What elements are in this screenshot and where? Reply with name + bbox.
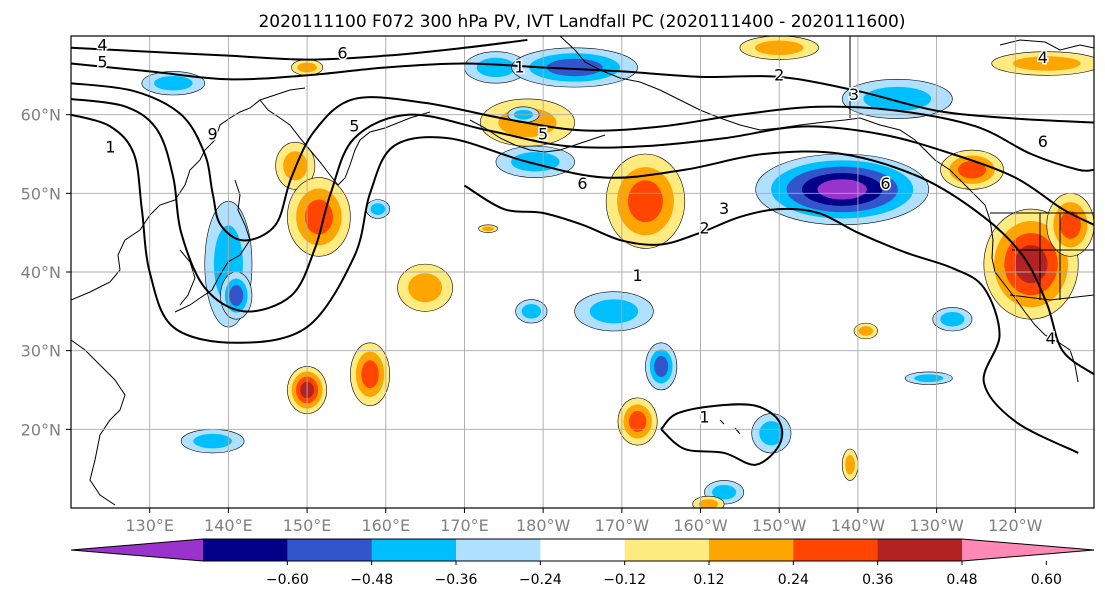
ivt-anomaly-blob: [606, 154, 685, 248]
longitude-tick-label: 120°W: [988, 516, 1043, 535]
contour-label: 5: [349, 116, 359, 135]
colorbar-tick-label: −0.48: [350, 572, 393, 588]
contour-label: 3: [849, 85, 859, 104]
longitude-tick-label: 180°W: [516, 516, 571, 535]
ivt-level-fill: [305, 199, 333, 234]
latitude-tick-label: 40°N: [21, 263, 61, 282]
ivt-anomaly-blob: [398, 264, 453, 311]
ivt-level-fill: [628, 180, 663, 222]
latitude-tick-label: 60°N: [21, 106, 61, 125]
contour-label: 1: [699, 408, 709, 427]
colorbar-segment: [456, 539, 541, 561]
ivt-anomaly-blob: [842, 449, 858, 480]
ivt-level-fill: [1060, 211, 1081, 239]
figure-title: 2020111100 F072 300 hPa PV, IVT Landfall…: [258, 12, 905, 32]
longitude-tick-label: 160°E: [361, 516, 410, 535]
longitude-tick-label: 140°E: [204, 516, 253, 535]
colorbar-tick-label: −0.36: [435, 572, 478, 588]
ivt-level-fill: [371, 203, 386, 215]
colorbar-tick-label: 0.36: [862, 572, 893, 588]
longitude-tick-label: 170°E: [440, 516, 489, 535]
contour-label: 6: [577, 174, 587, 193]
contour-label: 5: [97, 53, 107, 72]
ivt-level-fill: [408, 273, 442, 302]
contour-label: 1: [514, 57, 524, 76]
ivt-level-fill: [193, 434, 232, 449]
latitude-tick-label: 50°N: [21, 184, 61, 203]
ivt-level-fill: [229, 285, 243, 306]
ivt-anomaly-blob: [752, 414, 791, 453]
longitude-tick-labels: 130°E 140°E 150°E 160°E 170°E 180°W 170°W 160°W…: [125, 508, 1042, 535]
ivt-anomaly-blob: [516, 300, 547, 324]
longitude-tick-label: 150°E: [283, 516, 332, 535]
colorbar-segment: [625, 539, 710, 561]
ivt-anomaly-blob: [350, 343, 389, 406]
longitude-tick-label: 170°W: [595, 516, 650, 535]
colorbar-segment: [372, 539, 457, 561]
colorbar-tick-label: 0.60: [1031, 572, 1062, 588]
colorbar-segment: [878, 539, 963, 561]
ivt-level-fill: [522, 304, 541, 319]
colorbar-segment: [709, 539, 794, 561]
colorbar-segment: [203, 539, 288, 561]
ivt-anomaly-blob: [618, 398, 657, 445]
longitude-tick-label: 140°W: [831, 516, 886, 535]
ivt-anomaly-blob: [905, 372, 952, 385]
ivt-anomaly-blob: [645, 343, 676, 390]
ivt-anomaly-blob: [181, 429, 244, 453]
ivt-level-fill: [482, 226, 494, 231]
map-area: 4561951562346632141: [71, 35, 1102, 511]
colorbar-segment: [287, 539, 372, 561]
longitude-tick-label: 150°W: [752, 516, 807, 535]
contour-label: 6: [880, 174, 890, 193]
contour-label: 9: [208, 124, 218, 143]
ivt-anomaly-blob: [693, 496, 724, 512]
ivt-anomaly-blob: [479, 225, 498, 233]
colorbar-tick-label: −0.12: [603, 572, 646, 588]
ivt-anomaly-blob: [575, 292, 654, 331]
ivt-anomaly-blob: [287, 178, 350, 257]
colorbar-extend-min: [71, 539, 203, 561]
longitude-tick-label: 160°W: [673, 516, 728, 535]
ivt-level-fill: [154, 76, 193, 91]
ivt-level-fill: [361, 360, 378, 388]
colorbar-tick-label: 0.48: [946, 572, 977, 588]
longitude-tick-label: 130°W: [909, 516, 964, 535]
ivt-level-fill: [629, 411, 646, 432]
ivt-level-fill: [817, 179, 866, 199]
ivt-level-fill: [590, 299, 638, 323]
contour-label: 6: [337, 43, 347, 62]
contour-label: 6: [1038, 132, 1048, 151]
latitude-tick-label: 20°N: [21, 420, 61, 439]
ivt-level-fill: [940, 312, 964, 327]
colorbar-extend-max: [962, 539, 1094, 561]
ivt-level-fill: [654, 356, 668, 377]
ivt-anomaly-blob: [756, 154, 929, 225]
ivt-level-fill: [859, 326, 874, 336]
longitude-tick-label: 130°E: [125, 516, 174, 535]
contour-label: 2: [699, 219, 709, 238]
contour-label: 2: [774, 65, 784, 84]
colorbar-tick-label: 0.12: [693, 572, 724, 588]
latitude-tick-labels: 20°N 30°N 40°N 50°N 60°N: [21, 106, 71, 440]
colorbar-segment: [540, 539, 625, 561]
ivt-level-fill: [477, 58, 516, 77]
contour-label: 4: [1046, 329, 1056, 348]
ivt-anomaly-blob: [933, 307, 972, 331]
contour-label: 4: [97, 35, 107, 54]
contour-label: 1: [105, 138, 115, 157]
contour-label: 1: [632, 266, 642, 285]
contour-label: 3: [719, 199, 729, 218]
colorbar-tick-label: −0.24: [519, 572, 562, 588]
colorbar: −0.60 −0.48 −0.36 −0.24 −0.12 0.12 0.24 0.36 0.4…: [71, 539, 1094, 588]
contour-label: 4: [1038, 48, 1048, 67]
colorbar-tick-label: 0.24: [778, 572, 809, 588]
ivt-level-fill: [914, 374, 943, 382]
colorbar-segment: [793, 539, 878, 561]
contour-label: 5: [538, 124, 548, 143]
colorbar-tick-label: −0.60: [266, 572, 309, 588]
ivt-level-fill: [845, 455, 855, 474]
latitude-tick-label: 30°N: [21, 342, 61, 361]
